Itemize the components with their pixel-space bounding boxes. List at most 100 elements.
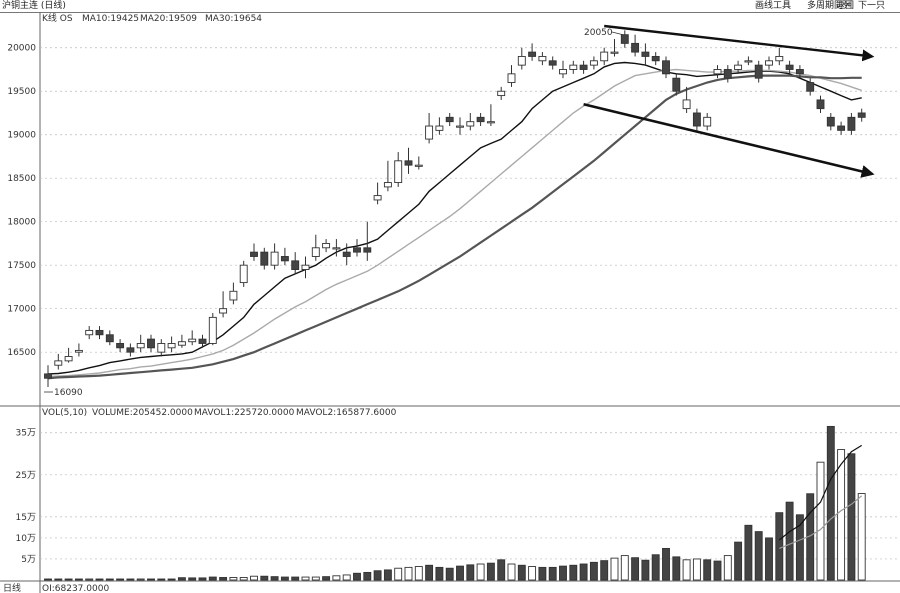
candle <box>620 34 629 44</box>
volume-bar <box>311 576 320 581</box>
candle <box>373 195 382 201</box>
price-tick-label: 18000 <box>7 218 36 228</box>
top-bar: 沪铜主连 (日线) 画线工具 多周期同列 返回 下一只 <box>0 0 900 13</box>
candle <box>548 60 557 66</box>
back-button[interactable]: 返回 <box>836 1 855 11</box>
volume-bar <box>363 571 372 581</box>
volume-bar <box>425 564 434 581</box>
candle <box>126 347 135 353</box>
candle <box>476 116 485 123</box>
volume-bar <box>579 563 588 581</box>
volume-bar <box>651 554 660 581</box>
candle <box>414 164 423 167</box>
draw-tools-button[interactable]: 画线工具 <box>755 1 792 11</box>
candle <box>765 60 773 66</box>
candle <box>311 247 320 257</box>
volume-tick-label: 35万 <box>16 429 36 439</box>
volume-bar <box>74 578 83 581</box>
volume-bar <box>517 564 526 581</box>
candle <box>54 360 63 366</box>
candle <box>569 64 578 70</box>
candle <box>394 160 403 184</box>
candle <box>744 60 753 63</box>
candle <box>404 160 413 166</box>
candle <box>528 51 537 57</box>
candle <box>651 55 660 62</box>
volume-bar <box>147 578 155 581</box>
volume-bar <box>64 578 73 581</box>
price-tick-label: 18500 <box>7 174 36 184</box>
candle <box>116 343 125 349</box>
volume-bar <box>734 541 743 581</box>
volume-bar <box>682 559 691 581</box>
volume-bar <box>456 565 464 581</box>
candle <box>703 116 712 127</box>
candle <box>291 260 300 270</box>
volume-bar <box>723 555 732 581</box>
volume-bar <box>291 576 300 581</box>
volume-bar <box>775 512 784 581</box>
volume-bar <box>219 577 228 581</box>
volume-bar <box>250 575 258 581</box>
ma10-line <box>47 61 862 375</box>
volume-bar <box>795 514 804 581</box>
candle <box>816 99 825 110</box>
volume-bar <box>435 566 444 581</box>
candle <box>631 42 640 53</box>
candle <box>559 69 567 75</box>
multi-period-button[interactable]: 多周期同列 <box>807 1 853 11</box>
volume-bar <box>826 425 835 581</box>
candle <box>147 338 155 349</box>
candle <box>74 349 83 353</box>
upper-trend-arrow <box>604 24 875 62</box>
candle <box>301 264 310 270</box>
volume-legend-mavol2: MAVOL2:165877.6000 <box>296 408 397 418</box>
candle <box>177 341 186 346</box>
footer-label: 日线 <box>3 582 21 593</box>
candle <box>826 116 835 127</box>
volume-legend-volume: VOLUME:205452.0000 <box>92 408 193 418</box>
candle <box>795 69 804 75</box>
volume-bar <box>692 558 701 581</box>
candle <box>806 82 815 92</box>
price-tick-label: 16500 <box>7 348 36 358</box>
candle <box>507 73 516 83</box>
candle <box>198 338 207 344</box>
volume-bar <box>713 560 722 581</box>
candle <box>662 60 670 75</box>
candle <box>579 64 588 70</box>
candle <box>754 64 763 79</box>
volume-tick-label: 15万 <box>16 513 36 523</box>
candle <box>641 51 650 57</box>
price-grid: 16500 17000 17500 18000 18500 19000 19500 20000 <box>7 44 900 358</box>
price-tick-label: 20000 <box>7 44 36 54</box>
volume-bar <box>188 577 197 581</box>
volume-bar <box>322 576 331 581</box>
volume-bar <box>754 531 763 581</box>
volume-bar <box>270 576 279 581</box>
chart-title: 沪铜主连 (日线) <box>2 1 66 11</box>
volume-bar <box>260 575 269 581</box>
volume-bar <box>95 578 104 581</box>
candle <box>775 55 784 62</box>
volume-bar <box>332 575 341 581</box>
candle <box>857 112 866 118</box>
candle <box>785 64 794 70</box>
candle <box>600 51 609 62</box>
volume-bar <box>631 557 640 581</box>
candle <box>95 329 104 336</box>
volume-bar <box>765 537 773 581</box>
volume-bar <box>486 562 495 581</box>
candle <box>672 77 681 92</box>
volume-bar <box>528 566 537 581</box>
price-tick-label: 17000 <box>7 305 36 315</box>
volume-bar <box>662 547 670 581</box>
price-tick-label: 19500 <box>7 87 36 97</box>
candle <box>188 338 197 343</box>
volume-bar <box>847 453 856 581</box>
candle <box>435 125 444 131</box>
trend-lines <box>583 24 875 178</box>
candle <box>208 316 217 344</box>
volume-bar <box>239 577 248 581</box>
next-button[interactable]: 下一只 <box>858 1 886 11</box>
